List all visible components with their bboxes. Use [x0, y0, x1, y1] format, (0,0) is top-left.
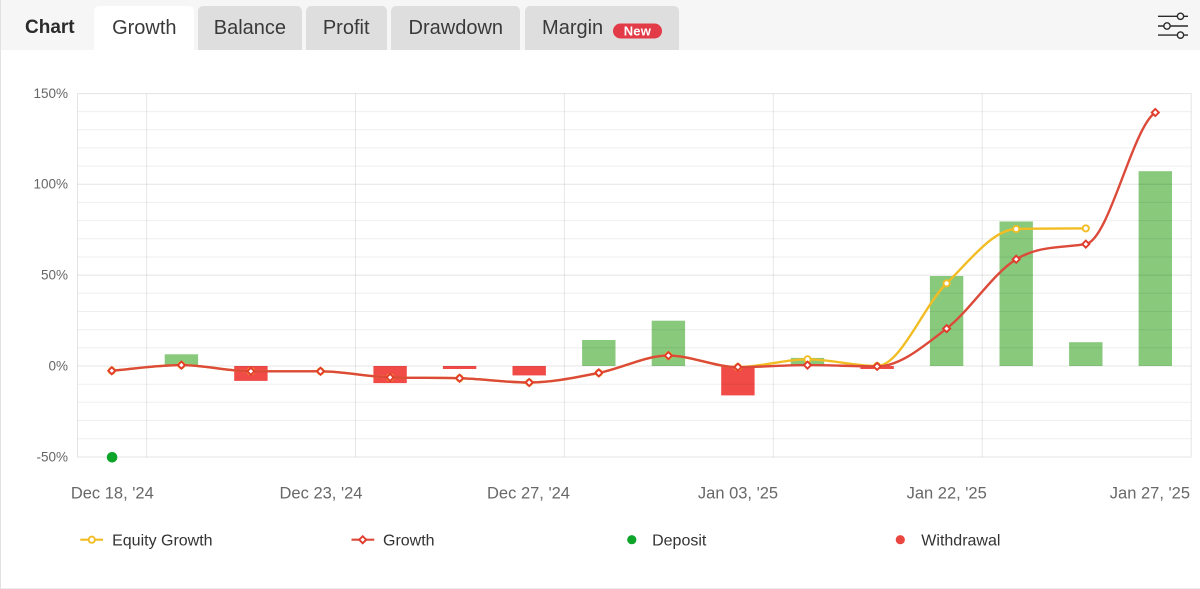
svg-text:50%: 50%: [41, 268, 68, 283]
svg-text:Jan 03, '25: Jan 03, '25: [698, 485, 778, 503]
svg-text:Deposit: Deposit: [652, 532, 707, 549]
svg-text:Withdrawal: Withdrawal: [921, 532, 1000, 549]
svg-text:Dec 23, '24: Dec 23, '24: [280, 485, 363, 503]
svg-text:Jan 27, '25: Jan 27, '25: [1110, 485, 1190, 503]
svg-text:100%: 100%: [33, 177, 68, 192]
svg-text:Jan 22, '25: Jan 22, '25: [907, 485, 987, 503]
svg-text:Dec 18, '24: Dec 18, '24: [71, 485, 154, 503]
svg-text:-50%: -50%: [36, 449, 68, 464]
svg-text:Growth: Growth: [383, 532, 435, 549]
svg-text:0%: 0%: [48, 358, 68, 373]
svg-text:Equity Growth: Equity Growth: [112, 532, 212, 549]
svg-text:Dec 27, '24: Dec 27, '24: [487, 485, 570, 503]
svg-text:150%: 150%: [33, 86, 68, 101]
